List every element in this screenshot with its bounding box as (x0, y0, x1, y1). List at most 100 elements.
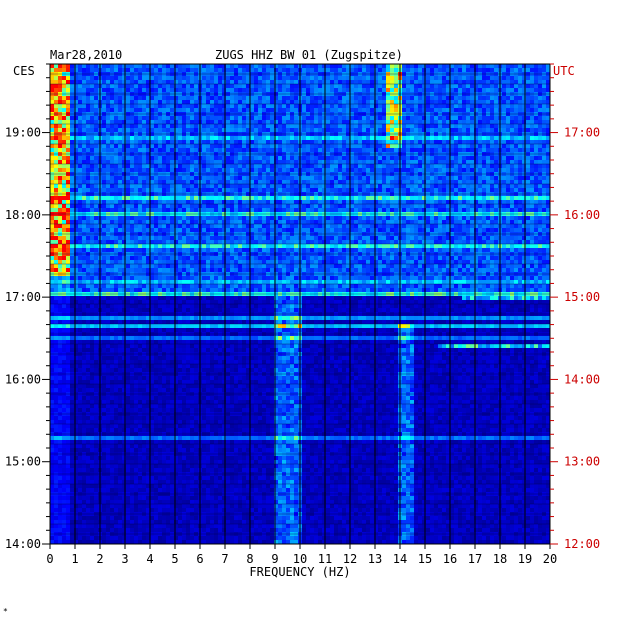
heatmap-cell (174, 132, 179, 137)
heatmap-cell (506, 168, 511, 173)
heatmap-cell (202, 128, 207, 133)
heatmap-cell (450, 128, 455, 133)
heatmap-cell (194, 180, 199, 185)
heatmap-cell (166, 84, 171, 89)
heatmap-cell (194, 112, 199, 117)
heatmap-cell (186, 116, 191, 121)
heatmap-cell (410, 168, 415, 173)
heatmap-cell (354, 144, 359, 149)
heatmap-cell (534, 140, 539, 145)
heatmap-cell (58, 208, 63, 213)
heatmap-cell (418, 112, 423, 117)
heatmap-cell (174, 64, 179, 69)
heatmap-cell (126, 140, 131, 145)
heatmap-cell (286, 164, 291, 169)
heatmap-cell (462, 132, 467, 137)
heatmap-cell (134, 100, 139, 105)
heatmap-cell (218, 168, 223, 173)
heatmap-cell (486, 136, 491, 141)
heatmap-cell (362, 80, 367, 85)
heatmap-cell (426, 168, 431, 173)
heatmap-cell (418, 184, 423, 189)
heatmap-cell (394, 80, 399, 85)
heatmap-cell (350, 108, 355, 113)
heatmap-cell (286, 180, 291, 185)
heatmap-cell (174, 112, 179, 117)
heatmap-cell (322, 132, 327, 137)
heatmap-cell (178, 84, 183, 89)
heatmap-cell (110, 216, 115, 221)
heatmap-cell (354, 164, 359, 169)
heatmap-cell (194, 156, 199, 161)
heatmap-cell (186, 204, 191, 209)
heatmap-cell (438, 148, 443, 153)
heatmap-cell (326, 76, 331, 81)
heatmap-cell (218, 164, 223, 169)
heatmap-cell (514, 100, 519, 105)
heatmap-cell (414, 144, 419, 149)
heatmap-cell (546, 164, 551, 169)
heatmap-cell (358, 188, 363, 193)
heatmap-cell (462, 88, 467, 93)
heatmap-cell (142, 116, 147, 121)
heatmap-cell (134, 168, 139, 173)
heatmap-cell (210, 76, 215, 81)
heatmap-cell (290, 120, 295, 125)
heatmap-cell (282, 180, 287, 185)
heatmap-cell (250, 148, 255, 153)
heatmap-cell (518, 172, 523, 177)
heatmap-cell (294, 188, 299, 193)
heatmap-cell (90, 140, 95, 145)
heatmap-cell (354, 80, 359, 85)
heatmap-cell (526, 168, 531, 173)
heatmap-cell (510, 172, 515, 177)
heatmap-cell (358, 148, 363, 153)
heatmap-cell (118, 168, 123, 173)
heatmap-cell (402, 64, 407, 69)
heatmap-cell (106, 152, 111, 157)
heatmap-cell (250, 176, 255, 181)
heatmap-cell (226, 176, 231, 181)
heatmap-cell (378, 208, 383, 213)
heatmap-cell (418, 116, 423, 121)
heatmap-cell (126, 76, 131, 81)
heatmap-cell (322, 120, 327, 125)
heatmap-cell (170, 188, 175, 193)
heatmap-cell (110, 180, 115, 185)
heatmap-cell (82, 112, 87, 117)
heatmap-cell (326, 164, 331, 169)
heatmap-cell (486, 176, 491, 181)
heatmap-cell (462, 64, 467, 69)
heatmap-cell (478, 76, 483, 81)
heatmap-cell (234, 84, 239, 89)
heatmap-cell (294, 180, 299, 185)
heatmap-cell (486, 88, 491, 93)
heatmap-cell (186, 144, 191, 149)
heatmap-cell (362, 140, 367, 145)
heatmap-cell (410, 124, 415, 129)
heatmap-cell (66, 116, 71, 121)
heatmap-cell (278, 184, 283, 189)
heatmap-cell (162, 68, 167, 73)
heatmap-cell (226, 152, 231, 157)
heatmap-cell (278, 208, 283, 213)
heatmap-cell (490, 80, 495, 85)
heatmap-cell (450, 80, 455, 85)
heatmap-cell (86, 128, 91, 133)
heatmap-cell (426, 120, 431, 125)
heatmap-cell (414, 76, 419, 81)
heatmap-cell (202, 100, 207, 105)
heatmap-cell (322, 216, 327, 221)
heatmap-cell (158, 68, 163, 73)
heatmap-cell (502, 96, 507, 101)
heatmap-cell (358, 184, 363, 189)
heatmap-cell (506, 88, 511, 93)
heatmap-cell (426, 204, 431, 209)
heatmap-cell (354, 120, 359, 125)
heatmap-cell (74, 136, 79, 141)
heatmap-cell (186, 140, 191, 145)
heatmap-cell (254, 204, 259, 209)
heatmap-cell (82, 160, 87, 165)
heatmap-cell (350, 84, 355, 89)
heatmap-cell (478, 168, 483, 173)
